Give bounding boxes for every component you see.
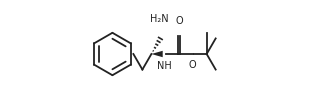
Polygon shape [151,51,163,57]
Text: NH: NH [157,61,172,71]
Text: O: O [175,16,183,26]
Text: H₂N: H₂N [150,14,169,24]
Text: O: O [189,60,196,70]
